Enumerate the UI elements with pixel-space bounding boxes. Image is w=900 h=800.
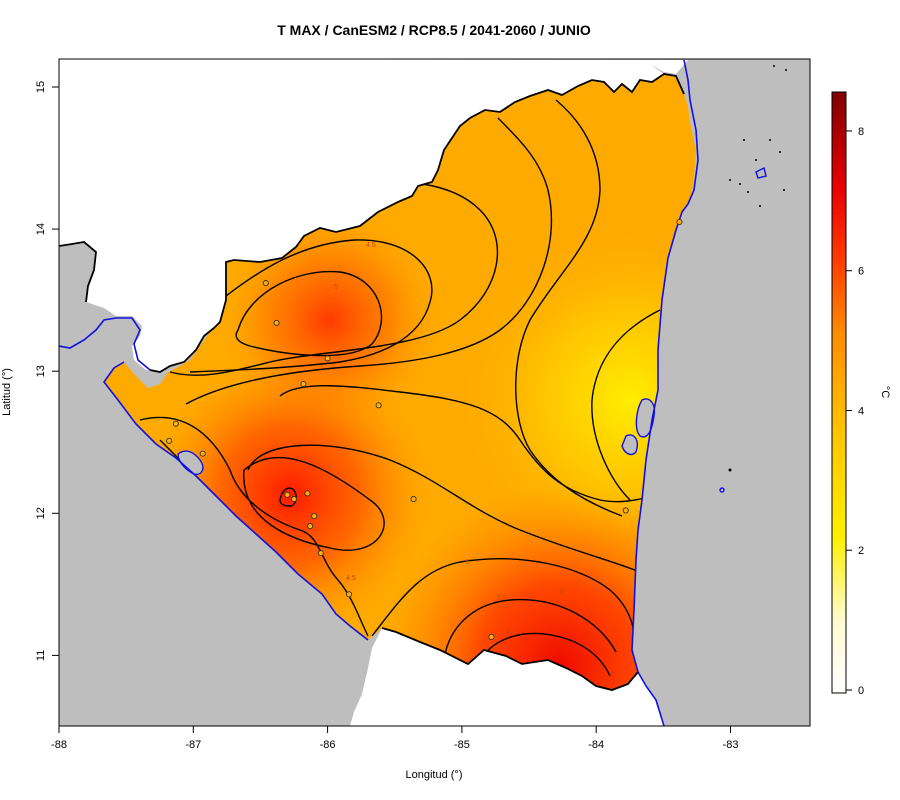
coastline-caribbean bbox=[631, 59, 699, 726]
station-point bbox=[273, 319, 280, 326]
x-axis-label: Longitud (°) bbox=[406, 769, 463, 781]
colorbar-tick-label: 2 bbox=[858, 545, 864, 557]
border-north bbox=[59, 73, 685, 373]
station-point bbox=[307, 523, 314, 530]
colorbar-tick-label: 8 bbox=[858, 126, 864, 138]
lagoon-east bbox=[621, 398, 656, 456]
station-point bbox=[324, 355, 331, 362]
station-point bbox=[410, 496, 417, 503]
station-point bbox=[676, 218, 683, 226]
station-point bbox=[346, 591, 353, 598]
x-tick-label: -88 bbox=[51, 739, 67, 751]
colorbar-ticks: 0 2 4 6 8 bbox=[846, 126, 864, 697]
island bbox=[728, 468, 732, 472]
y-tick-label: 13 bbox=[35, 365, 47, 377]
station-point bbox=[284, 491, 291, 498]
plot-frame bbox=[58, 58, 811, 727]
contour-label: 5.5 bbox=[497, 595, 507, 602]
y-axis: 15 14 13 12 11 bbox=[35, 81, 59, 661]
x-tick-label: -83 bbox=[723, 739, 739, 751]
x-tick-label: -85 bbox=[454, 739, 470, 751]
colorbar-tick-label: 6 bbox=[858, 266, 864, 278]
colorbar-gradient bbox=[831, 91, 847, 694]
station-point bbox=[304, 490, 311, 497]
y-axis-label: Latitud (°) bbox=[1, 368, 13, 416]
station-point bbox=[262, 280, 269, 287]
lake-managua bbox=[177, 450, 204, 475]
y-tick-label: 11 bbox=[35, 650, 47, 661]
station-group bbox=[166, 218, 683, 640]
station-point bbox=[172, 420, 179, 427]
station-point bbox=[375, 402, 382, 409]
station-point bbox=[317, 550, 324, 557]
contour-label: 5 bbox=[560, 589, 564, 596]
contour-label: 5 bbox=[466, 559, 470, 566]
station-point bbox=[311, 513, 318, 520]
island bbox=[719, 487, 725, 493]
colorbar-tick-label: 0 bbox=[858, 685, 864, 697]
station-point bbox=[622, 507, 629, 514]
station-point bbox=[166, 437, 173, 444]
border-south bbox=[381, 627, 639, 691]
contour-label: 4.5 bbox=[346, 575, 356, 582]
y-tick-label: 15 bbox=[35, 81, 47, 93]
coastline-gulf-fonseca bbox=[59, 317, 151, 371]
contour-label-group: 4.5 5 5 5 4.5 5 5.5 6 bbox=[294, 242, 564, 635]
map-title: T MAX / CanESM2 / RCP8.5 / 2041-2060 / J… bbox=[277, 22, 591, 38]
coastline-pacific bbox=[103, 361, 369, 641]
x-tick-label: -86 bbox=[320, 739, 336, 751]
x-tick-label: -84 bbox=[588, 739, 604, 751]
station-point bbox=[199, 450, 206, 457]
contour-lines bbox=[139, 99, 661, 677]
contour-label: 4.5 bbox=[366, 242, 376, 249]
x-tick-label: -87 bbox=[185, 739, 201, 751]
y-tick-label: 12 bbox=[35, 507, 47, 519]
contour-label: 5 bbox=[294, 513, 298, 520]
contour-label: 5 bbox=[334, 284, 338, 291]
colorbar-unit: °C bbox=[879, 386, 891, 398]
contour-label: 6 bbox=[506, 628, 510, 635]
station-point bbox=[488, 633, 495, 640]
cays bbox=[729, 65, 787, 207]
station-point bbox=[290, 496, 298, 503]
x-axis: -88 -87 -86 -85 -84 -83 bbox=[51, 726, 738, 751]
island bbox=[755, 166, 767, 179]
y-tick-label: 14 bbox=[35, 223, 47, 235]
plot-area: 4.5 5 5 5 4.5 5 5.5 6 bbox=[59, 59, 810, 726]
station-point bbox=[300, 380, 307, 388]
land-outside-costa-rica bbox=[350, 628, 664, 726]
colorbar: 0 2 4 6 8 °C bbox=[831, 91, 891, 697]
colorbar-tick-label: 4 bbox=[858, 405, 864, 417]
